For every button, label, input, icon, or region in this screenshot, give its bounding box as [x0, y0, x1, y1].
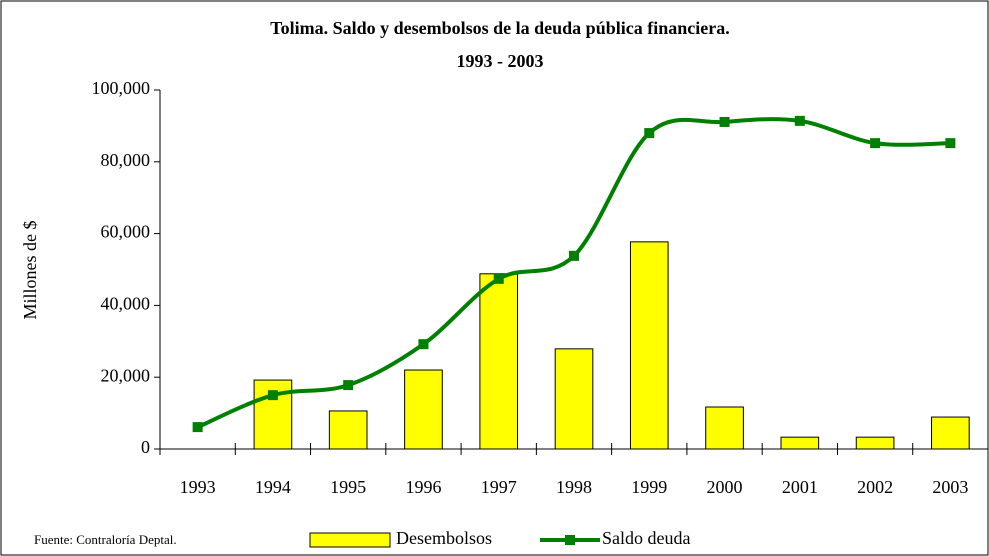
line-marker: [945, 138, 956, 149]
source: Fuente: Contraloría Deptal.: [34, 532, 177, 547]
bar: [931, 416, 970, 450]
x-tick-label: 2001: [782, 477, 818, 497]
x-tick-label: 2003: [932, 477, 968, 497]
x-tick-label: 1999: [631, 477, 667, 497]
bar: [855, 436, 895, 450]
x-tick-label: 2000: [707, 477, 743, 497]
x-tick-label: 1993: [180, 477, 216, 497]
x-tick-label: 1996: [405, 477, 441, 497]
x-tick-label: 1995: [330, 477, 366, 497]
legend-label: Saldo deuda: [602, 528, 690, 548]
y-tick-label: 0: [141, 437, 150, 457]
chart-subtitle: 1993 - 2003: [457, 51, 544, 71]
bar: [328, 410, 368, 450]
y-tick-label: 60,000: [101, 222, 151, 242]
bar: [705, 406, 744, 450]
x-tick-label: 2002: [857, 477, 893, 497]
line-marker: [343, 380, 354, 391]
x-tick-label: 1994: [255, 477, 291, 497]
line-marker: [267, 390, 278, 401]
line-marker: [418, 339, 429, 350]
legend-label: Desembolsos: [396, 528, 492, 548]
y-tick-label: 100,000: [92, 78, 151, 98]
line-marker: [719, 116, 730, 127]
line-marker: [644, 128, 655, 139]
bar: [780, 436, 820, 450]
line-marker: [794, 115, 805, 126]
chart-title: Tolima. Saldo y desembolsos de la deuda …: [270, 18, 729, 38]
bar: [629, 241, 669, 450]
y-tick-label: 20,000: [101, 365, 151, 385]
x-tick-label: 1997: [481, 477, 517, 497]
bar: [404, 369, 443, 450]
line-marker: [493, 273, 504, 284]
x-tick-label: 1998: [556, 477, 592, 497]
bar: [554, 348, 594, 450]
line-marker: [192, 422, 203, 433]
y-tick-label: 80,000: [101, 150, 151, 170]
legend-swatch: [309, 532, 391, 548]
line-marker: [569, 250, 579, 261]
y-tick-label: 40,000: [101, 294, 151, 314]
legend-swatch: [565, 535, 575, 545]
line-marker: [870, 138, 881, 149]
bar: [479, 273, 519, 450]
y-axis-label: Millones de $: [20, 221, 40, 320]
